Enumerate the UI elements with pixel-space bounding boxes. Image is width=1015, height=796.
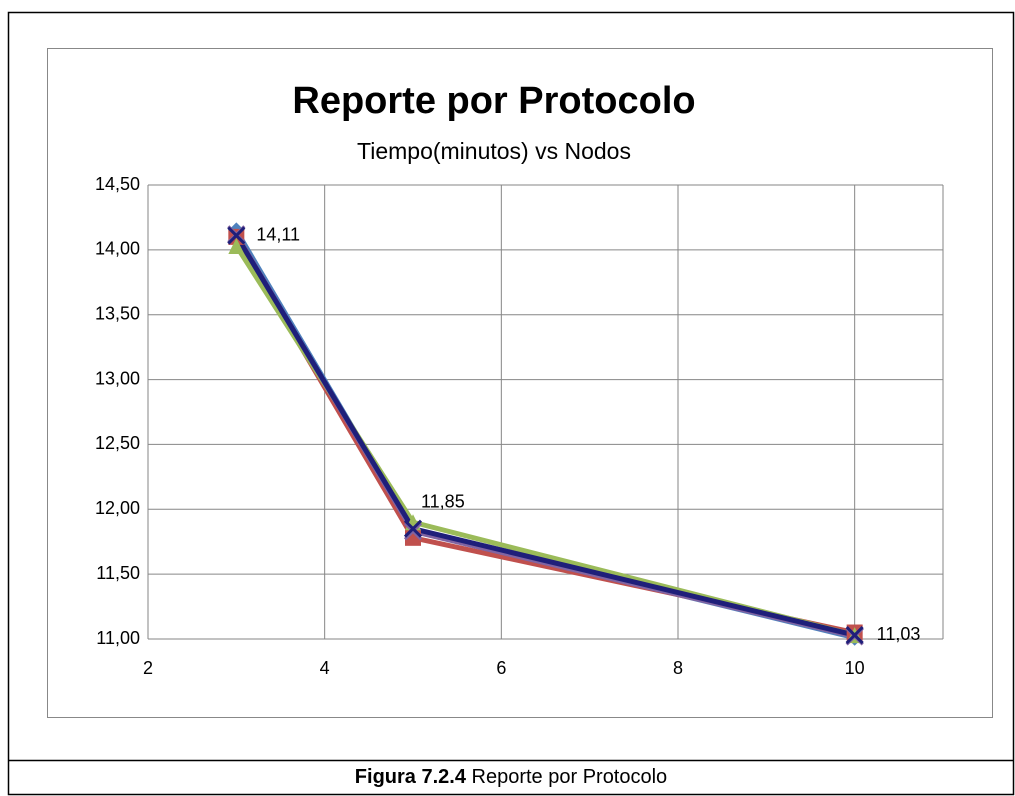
y-tick-label: 11,00 xyxy=(96,628,140,648)
y-tick-label: 11,50 xyxy=(96,563,140,583)
marker xyxy=(403,522,423,541)
x-tick-label: 4 xyxy=(320,658,330,678)
x-tick-label: 10 xyxy=(845,658,865,678)
marker xyxy=(228,237,245,254)
caption-text: Reporte por Protocolo xyxy=(472,766,668,788)
y-tick-label: 12,50 xyxy=(95,433,140,453)
marker xyxy=(845,626,864,645)
data-label: 11,03 xyxy=(877,624,921,644)
chart-title: Reporte por Protocolo xyxy=(292,80,695,122)
marker xyxy=(403,519,423,538)
y-tick-label: 14,50 xyxy=(95,174,140,194)
x-tick-label: 2 xyxy=(143,658,153,678)
data-label: 14,11 xyxy=(256,224,300,244)
data-label: 11,85 xyxy=(421,491,465,511)
y-tick-label: 14,00 xyxy=(95,239,140,259)
caption: Figura 7.2.4 Reporte por Protocolo xyxy=(355,766,667,788)
y-tick-label: 13,50 xyxy=(95,303,140,323)
figure-frame xyxy=(7,11,1015,796)
x-tick-label: 6 xyxy=(496,658,506,678)
marker xyxy=(227,226,246,245)
x-tick-label: 8 xyxy=(673,658,683,678)
y-tick-label: 13,00 xyxy=(95,368,140,388)
chart-area xyxy=(47,48,993,718)
caption-label: Figura 7.2.4 xyxy=(355,766,467,788)
chart-subtitle: Tiempo(minutos) vs Nodos xyxy=(357,138,631,164)
y-tick-label: 12,00 xyxy=(95,498,140,518)
